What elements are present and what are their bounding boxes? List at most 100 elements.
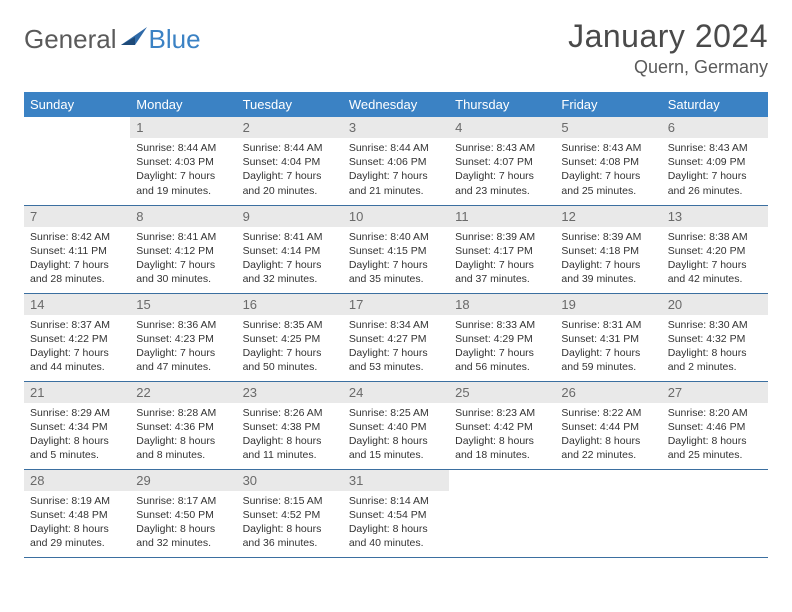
sunrise-text: Sunrise: 8:39 AM [561,230,655,244]
calendar-cell: 6Sunrise: 8:43 AMSunset: 4:09 PMDaylight… [662,117,768,205]
daylight-text-2: and 42 minutes. [668,272,762,286]
calendar-cell: 15Sunrise: 8:36 AMSunset: 4:23 PMDayligh… [130,293,236,381]
sunset-text: Sunset: 4:20 PM [668,244,762,258]
day-number: 14 [24,294,130,315]
daylight-text-2: and 15 minutes. [349,448,443,462]
daylight-text-1: Daylight: 7 hours [30,346,124,360]
sunrise-text: Sunrise: 8:34 AM [349,318,443,332]
daylight-text-1: Daylight: 8 hours [136,434,230,448]
sunset-text: Sunset: 4:32 PM [668,332,762,346]
daylight-text-1: Daylight: 8 hours [243,434,337,448]
daylight-text-2: and 11 minutes. [243,448,337,462]
calendar-cell: 20Sunrise: 8:30 AMSunset: 4:32 PMDayligh… [662,293,768,381]
sunset-text: Sunset: 4:44 PM [561,420,655,434]
calendar-cell: 12Sunrise: 8:39 AMSunset: 4:18 PMDayligh… [555,205,661,293]
day-number: 21 [24,382,130,403]
daylight-text-2: and 53 minutes. [349,360,443,374]
calendar-cell: 11Sunrise: 8:39 AMSunset: 4:17 PMDayligh… [449,205,555,293]
day-number: 10 [343,206,449,227]
calendar-cell: 9Sunrise: 8:41 AMSunset: 4:14 PMDaylight… [237,205,343,293]
sunset-text: Sunset: 4:54 PM [349,508,443,522]
daylight-text-1: Daylight: 7 hours [349,169,443,183]
calendar-row: 7Sunrise: 8:42 AMSunset: 4:11 PMDaylight… [24,205,768,293]
calendar-row: 14Sunrise: 8:37 AMSunset: 4:22 PMDayligh… [24,293,768,381]
daylight-text-2: and 21 minutes. [349,184,443,198]
sunrise-text: Sunrise: 8:44 AM [136,141,230,155]
weekday-header: Friday [555,92,661,117]
sunset-text: Sunset: 4:08 PM [561,155,655,169]
daylight-text-2: and 22 minutes. [561,448,655,462]
sunset-text: Sunset: 4:38 PM [243,420,337,434]
weekday-header: Wednesday [343,92,449,117]
day-number: 5 [555,117,661,138]
day-content: Sunrise: 8:41 AMSunset: 4:12 PMDaylight:… [130,227,236,293]
daylight-text-2: and 32 minutes. [243,272,337,286]
day-number: 31 [343,470,449,491]
day-number: 24 [343,382,449,403]
day-content: Sunrise: 8:29 AMSunset: 4:34 PMDaylight:… [24,403,130,469]
sunrise-text: Sunrise: 8:20 AM [668,406,762,420]
day-number: 15 [130,294,236,315]
daylight-text-2: and 25 minutes. [561,184,655,198]
daylight-text-1: Daylight: 8 hours [349,522,443,536]
daylight-text-2: and 50 minutes. [243,360,337,374]
sunrise-text: Sunrise: 8:33 AM [455,318,549,332]
header: General Blue January 2024 Quern, Germany [24,18,768,78]
calendar-cell: 22Sunrise: 8:28 AMSunset: 4:36 PMDayligh… [130,381,236,469]
daylight-text-2: and 36 minutes. [243,536,337,550]
daylight-text-2: and 19 minutes. [136,184,230,198]
sunrise-text: Sunrise: 8:15 AM [243,494,337,508]
day-number: 3 [343,117,449,138]
calendar-cell: 8Sunrise: 8:41 AMSunset: 4:12 PMDaylight… [130,205,236,293]
sunset-text: Sunset: 4:40 PM [349,420,443,434]
day-content: Sunrise: 8:17 AMSunset: 4:50 PMDaylight:… [130,491,236,557]
day-content: Sunrise: 8:15 AMSunset: 4:52 PMDaylight:… [237,491,343,557]
logo: General Blue [24,18,201,55]
paper-plane-icon [121,27,147,52]
sunset-text: Sunset: 4:36 PM [136,420,230,434]
day-content: Sunrise: 8:43 AMSunset: 4:07 PMDaylight:… [449,138,555,204]
daylight-text-2: and 47 minutes. [136,360,230,374]
daylight-text-2: and 44 minutes. [30,360,124,374]
sunrise-text: Sunrise: 8:25 AM [349,406,443,420]
daylight-text-2: and 29 minutes. [30,536,124,550]
day-content: Sunrise: 8:44 AMSunset: 4:03 PMDaylight:… [130,138,236,204]
sunset-text: Sunset: 4:25 PM [243,332,337,346]
day-content: Sunrise: 8:44 AMSunset: 4:06 PMDaylight:… [343,138,449,204]
day-number: 6 [662,117,768,138]
daylight-text-1: Daylight: 8 hours [30,522,124,536]
sunrise-text: Sunrise: 8:29 AM [30,406,124,420]
calendar-cell: 27Sunrise: 8:20 AMSunset: 4:46 PMDayligh… [662,381,768,469]
sunset-text: Sunset: 4:50 PM [136,508,230,522]
daylight-text-1: Daylight: 7 hours [30,258,124,272]
calendar-table: SundayMondayTuesdayWednesdayThursdayFrid… [24,92,768,558]
daylight-text-1: Daylight: 8 hours [30,434,124,448]
day-content: Sunrise: 8:22 AMSunset: 4:44 PMDaylight:… [555,403,661,469]
sunset-text: Sunset: 4:06 PM [349,155,443,169]
day-content: Sunrise: 8:35 AMSunset: 4:25 PMDaylight:… [237,315,343,381]
sunset-text: Sunset: 4:31 PM [561,332,655,346]
daylight-text-2: and 5 minutes. [30,448,124,462]
daylight-text-1: Daylight: 7 hours [243,169,337,183]
daylight-text-2: and 8 minutes. [136,448,230,462]
sunrise-text: Sunrise: 8:17 AM [136,494,230,508]
sunrise-text: Sunrise: 8:41 AM [243,230,337,244]
sunrise-text: Sunrise: 8:22 AM [561,406,655,420]
calendar-cell: 26Sunrise: 8:22 AMSunset: 4:44 PMDayligh… [555,381,661,469]
calendar-cell: 1Sunrise: 8:44 AMSunset: 4:03 PMDaylight… [130,117,236,205]
daylight-text-1: Daylight: 7 hours [561,346,655,360]
daylight-text-1: Daylight: 8 hours [561,434,655,448]
daylight-text-2: and 2 minutes. [668,360,762,374]
sunset-text: Sunset: 4:22 PM [30,332,124,346]
calendar-cell: 24Sunrise: 8:25 AMSunset: 4:40 PMDayligh… [343,381,449,469]
day-content: Sunrise: 8:19 AMSunset: 4:48 PMDaylight:… [24,491,130,557]
daylight-text-2: and 28 minutes. [30,272,124,286]
day-content: Sunrise: 8:36 AMSunset: 4:23 PMDaylight:… [130,315,236,381]
sunset-text: Sunset: 4:29 PM [455,332,549,346]
sunrise-text: Sunrise: 8:14 AM [349,494,443,508]
title-block: January 2024 Quern, Germany [568,18,768,78]
sunrise-text: Sunrise: 8:43 AM [668,141,762,155]
day-number: 8 [130,206,236,227]
sunrise-text: Sunrise: 8:19 AM [30,494,124,508]
sunset-text: Sunset: 4:11 PM [30,244,124,258]
